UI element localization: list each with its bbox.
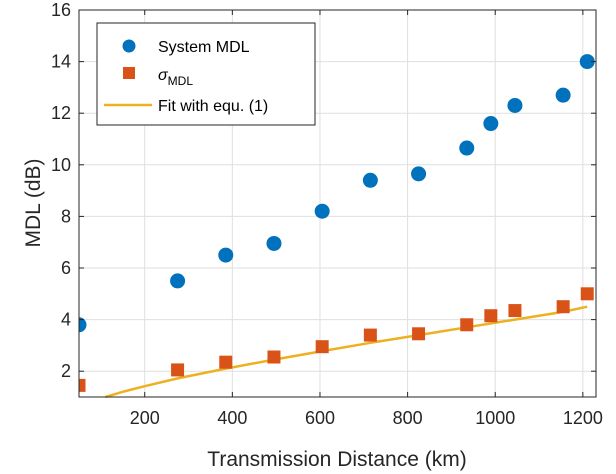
sigma-mdl-point [315,340,329,354]
sigma-mdl-point [219,355,233,369]
y-tick-label: 8 [61,206,71,226]
sigma-mdl-point [267,350,281,364]
sigma-mdl-point [171,363,185,377]
y-tick-label: 4 [61,310,71,330]
legend-label-system-mdl: System MDL [158,39,250,56]
system-mdl-point [459,140,475,156]
sigma-mdl-point [580,287,594,301]
y-tick-label: 6 [61,258,71,278]
system-mdl-point [507,97,523,113]
legend-marker-system-mdl [122,39,136,53]
x-tick-label: 1000 [475,408,515,428]
sigma-mdl-point [484,309,498,323]
x-tick-label: 600 [305,408,335,428]
y-tick-label: 10 [51,155,71,175]
system-mdl-point [555,87,571,103]
system-mdl-point [314,203,330,219]
sigma-mdl-point [508,304,522,318]
sigma-mdl-point [79,378,86,392]
system-mdl-point [218,247,234,263]
sigma-mdl-point [412,327,426,341]
sigma-mdl-point [556,300,570,314]
sigma-mdl-point [460,318,474,332]
y-axis-label: MDL (dB) [22,158,45,247]
legend-label-fit: Fit with equ. (1) [158,98,268,115]
ticks: 200 400 600 800 1000 1200 2 4 6 8 10 12 14 16 [51,0,603,428]
legend-label-sigma-mdl: σMDL [158,67,193,88]
system-mdl-point [170,273,186,289]
y-tick-label: 12 [51,103,71,123]
system-mdl-point [79,317,87,333]
x-tick-label: 800 [393,408,423,428]
system-mdl-point [483,116,499,132]
system-mdl-point [362,172,378,188]
y-tick-label: 14 [51,52,71,72]
y-tick-label: 16 [51,0,71,20]
system-mdl-point [266,235,282,251]
system-mdl-point [411,166,427,182]
marker-layer [79,54,595,392]
x-tick-label: 400 [217,408,247,428]
legend-marker-sigma-mdl [123,67,135,79]
plot-frame [78,9,597,398]
y-tick-label: 2 [61,361,71,381]
system-mdl-point [579,54,595,70]
legend: System MDL σMDL Fit with equ. (1) [96,22,316,126]
sigma-mdl-point [363,328,377,342]
legend-sigma-symbol: σ [158,67,169,84]
x-tick-label: 1200 [563,408,603,428]
x-tick-label: 200 [130,408,160,428]
x-axis-label: Transmission Distance (km) [207,448,466,471]
legend-sigma-subscript: MDL [168,74,194,88]
